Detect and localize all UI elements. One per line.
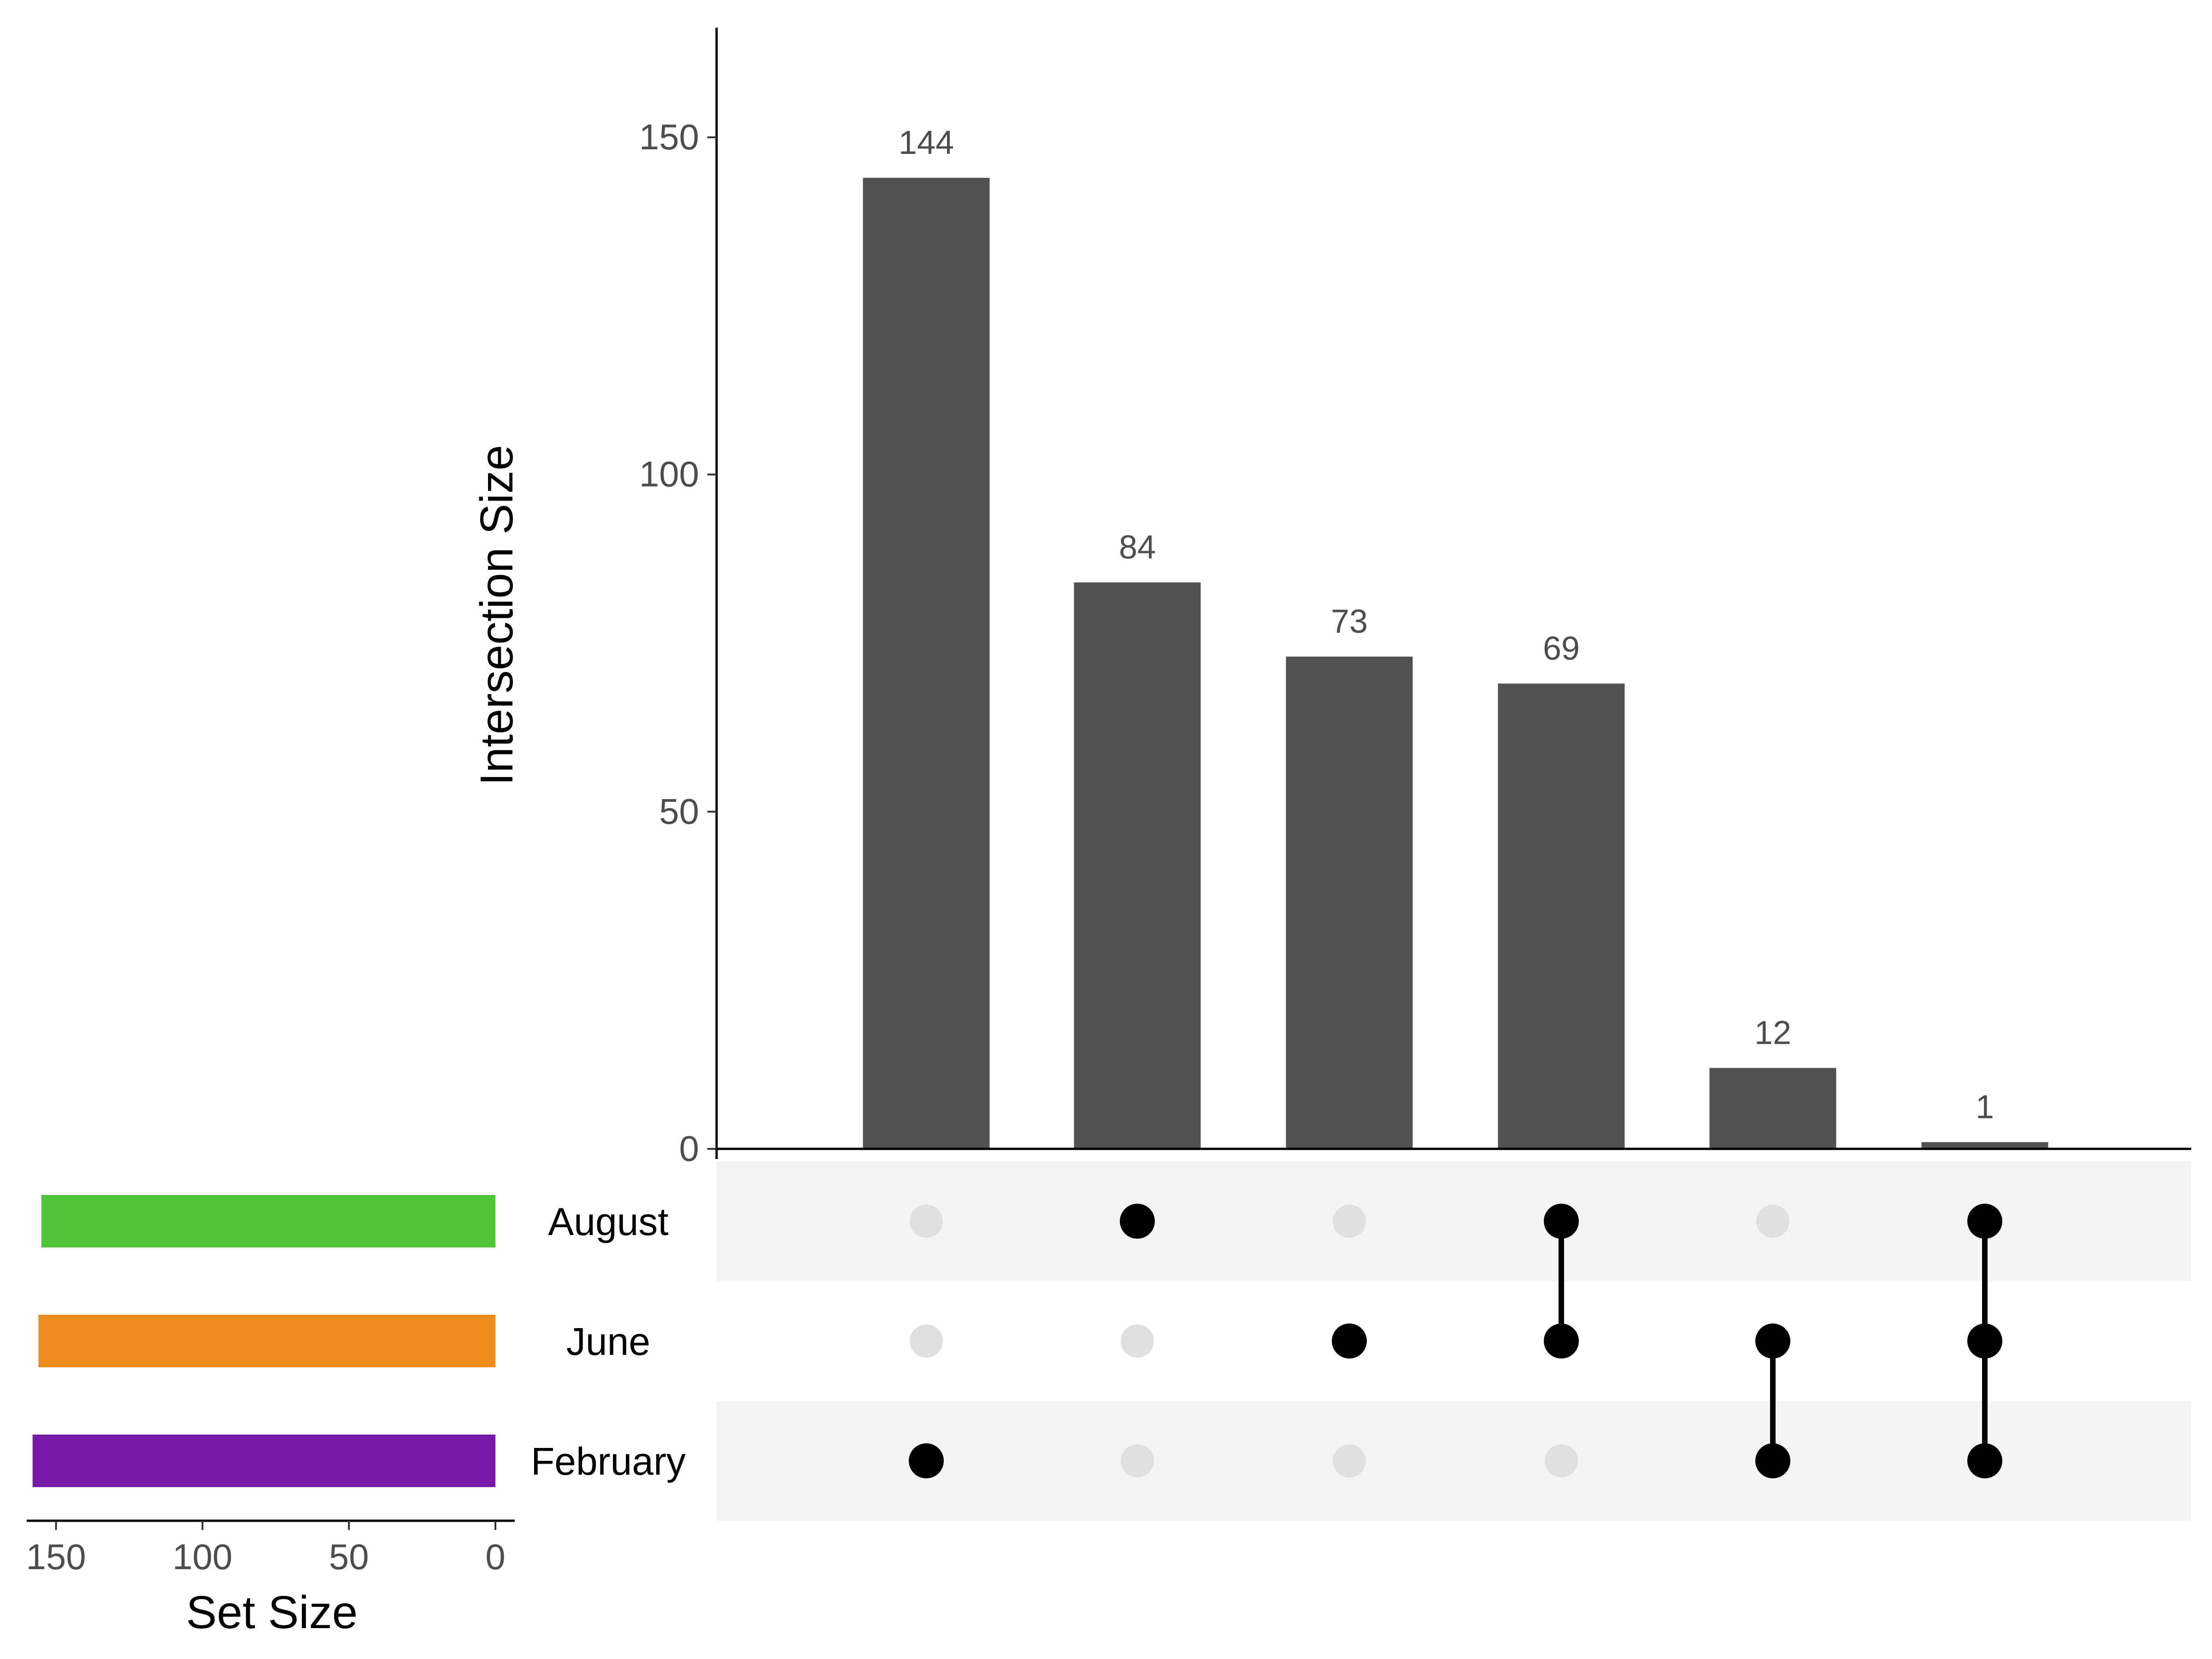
set-size-bar <box>41 1195 495 1247</box>
intersection-y-axis: 0 50 100 150 <box>639 28 2191 1169</box>
membership-dot-active <box>1332 1324 1367 1359</box>
matrix-row-stripe <box>717 1401 2191 1521</box>
set-label: February <box>531 1440 686 1483</box>
set-labels: August June February <box>531 1200 686 1483</box>
membership-dot-inactive <box>1121 1444 1154 1477</box>
membership-dot-inactive <box>910 1205 943 1238</box>
membership-dot-active <box>1967 1204 2002 1239</box>
membership-dot-active <box>1967 1443 2002 1478</box>
membership-dot-inactive <box>1545 1444 1578 1477</box>
intersection-axis-title: Intersection Size <box>471 445 523 785</box>
intersection-bars <box>863 177 2048 1149</box>
membership-dot-inactive <box>1756 1205 1789 1238</box>
intersection-bar-label: 73 <box>1331 603 1368 640</box>
set-size-bar <box>38 1315 496 1367</box>
membership-dot-inactive <box>910 1324 943 1358</box>
intersection-bar-label: 12 <box>1754 1014 1791 1051</box>
matrix-row-stripe <box>717 1161 2191 1281</box>
membership-dot-active <box>1544 1204 1579 1239</box>
membership-dot-active <box>909 1443 944 1478</box>
intersection-bar <box>1709 1068 1836 1149</box>
membership-matrix <box>909 1204 2002 1478</box>
set-size-tick-label: 150 <box>26 1536 86 1577</box>
intersection-bar-label: 144 <box>899 124 954 161</box>
membership-dot-active <box>1967 1324 2002 1359</box>
y-tick-label: 50 <box>659 791 699 831</box>
set-size-bars <box>32 1195 496 1487</box>
set-size-x-axis: 150 100 50 0 <box>26 1519 515 1577</box>
intersection-bar <box>1498 683 1625 1149</box>
membership-dot-inactive <box>1333 1444 1366 1477</box>
y-tick-label: 100 <box>639 454 699 494</box>
y-tick-label: 0 <box>679 1128 699 1169</box>
membership-dot-active <box>1755 1324 1790 1359</box>
intersection-bar <box>863 177 990 1149</box>
membership-dot-active <box>1120 1204 1155 1239</box>
membership-dot-active <box>1755 1443 1790 1478</box>
set-size-tick-label: 0 <box>485 1536 505 1577</box>
y-tick-label: 150 <box>639 117 699 157</box>
intersection-bar-labels: 144 84 73 69 12 1 <box>899 124 1994 1126</box>
intersection-bar <box>1286 656 1413 1149</box>
membership-dot-active <box>1544 1324 1579 1359</box>
set-size-bar <box>32 1435 495 1487</box>
intersection-bar-label: 1 <box>1976 1088 1994 1125</box>
intersection-bar <box>1921 1142 2048 1149</box>
set-label: June <box>566 1320 650 1363</box>
matrix-stripes <box>717 1161 2191 1521</box>
set-size-axis-title: Set Size <box>186 1587 358 1638</box>
set-size-tick-label: 50 <box>329 1536 369 1577</box>
set-size-tick-label: 100 <box>172 1536 232 1577</box>
membership-dot-inactive <box>1121 1324 1154 1358</box>
membership-dot-inactive <box>1333 1205 1366 1238</box>
set-label: August <box>548 1200 669 1243</box>
intersection-bar-label: 84 <box>1119 529 1156 566</box>
intersection-bar <box>1074 582 1201 1149</box>
intersection-bar-label: 69 <box>1543 630 1580 667</box>
